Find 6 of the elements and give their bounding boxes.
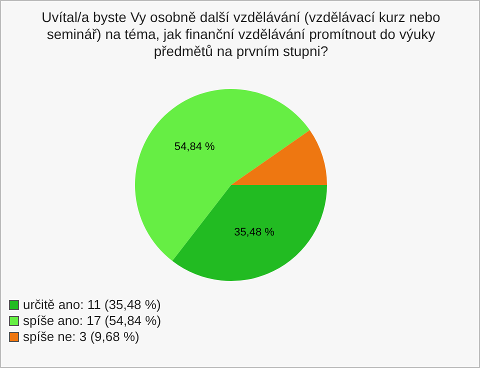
data-label: 54,84 % — [174, 140, 216, 153]
chart-title: Uvítal/a byste Vy osobně další vzdělávání (vzdělávací kurz nebo seminář) na téma, jak finanční vzdělávání promítnout do výuky předmětů na prvním stupni? — [40, 9, 442, 60]
legend-label: spíše ne: 3 (9,68 %) — [23, 329, 140, 345]
legend-label: spíše ano: 17 (54,84 %) — [23, 313, 162, 329]
legend-label: určitě ano: 11 (35,48 %) — [23, 297, 161, 313]
data-label: 35,48 % — [234, 226, 275, 238]
